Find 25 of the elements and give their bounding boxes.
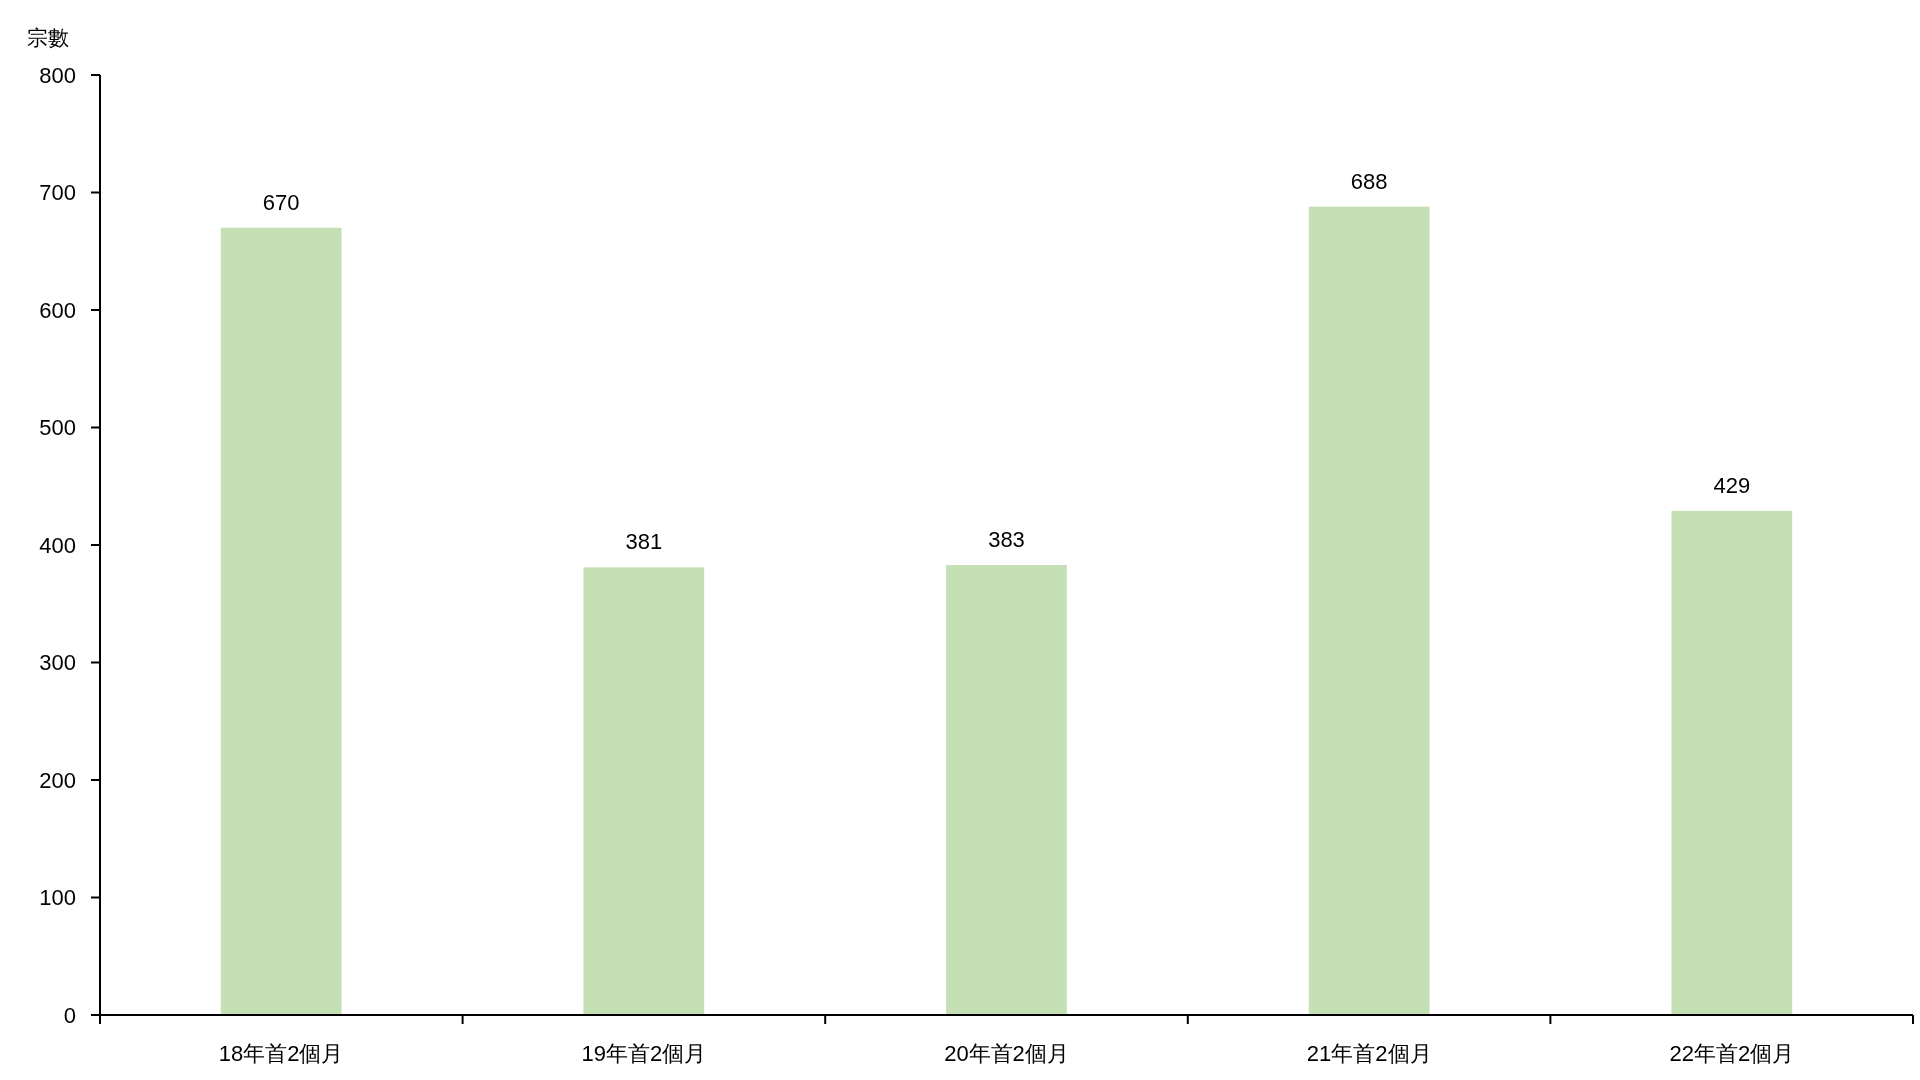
x-tick-label: 19年首2個月 bbox=[581, 1041, 707, 1066]
x-tick-label: 21年首2個月 bbox=[1306, 1041, 1432, 1066]
x-tick-label: 18年首2個月 bbox=[218, 1041, 344, 1066]
bar bbox=[1308, 206, 1430, 1015]
y-tick-label: 400 bbox=[39, 532, 76, 558]
data-label: 383 bbox=[988, 526, 1025, 552]
data-label: 688 bbox=[1350, 168, 1388, 194]
y-tick-label: 500 bbox=[39, 415, 76, 441]
y-tick-label: 800 bbox=[39, 62, 76, 88]
y-tick-label: 700 bbox=[39, 180, 76, 206]
y-tick-label: 100 bbox=[39, 885, 76, 911]
data-label: 381 bbox=[625, 529, 663, 555]
bar bbox=[220, 227, 342, 1015]
x-tick-label: 22年首2個月 bbox=[1669, 1041, 1795, 1066]
y-tick-label: 600 bbox=[39, 297, 76, 323]
y-tick-label: 300 bbox=[39, 650, 76, 676]
y-axis-title: 宗數 bbox=[27, 26, 69, 49]
y-tick-label: 0 bbox=[63, 1002, 76, 1028]
bar bbox=[946, 564, 1067, 1015]
x-tick-label: 20年首2個月 bbox=[944, 1041, 1069, 1066]
bar bbox=[1671, 510, 1793, 1015]
y-tick-label: 200 bbox=[39, 767, 76, 793]
bar bbox=[583, 567, 705, 1015]
data-label: 429 bbox=[1713, 472, 1751, 498]
data-label: 670 bbox=[262, 189, 300, 215]
